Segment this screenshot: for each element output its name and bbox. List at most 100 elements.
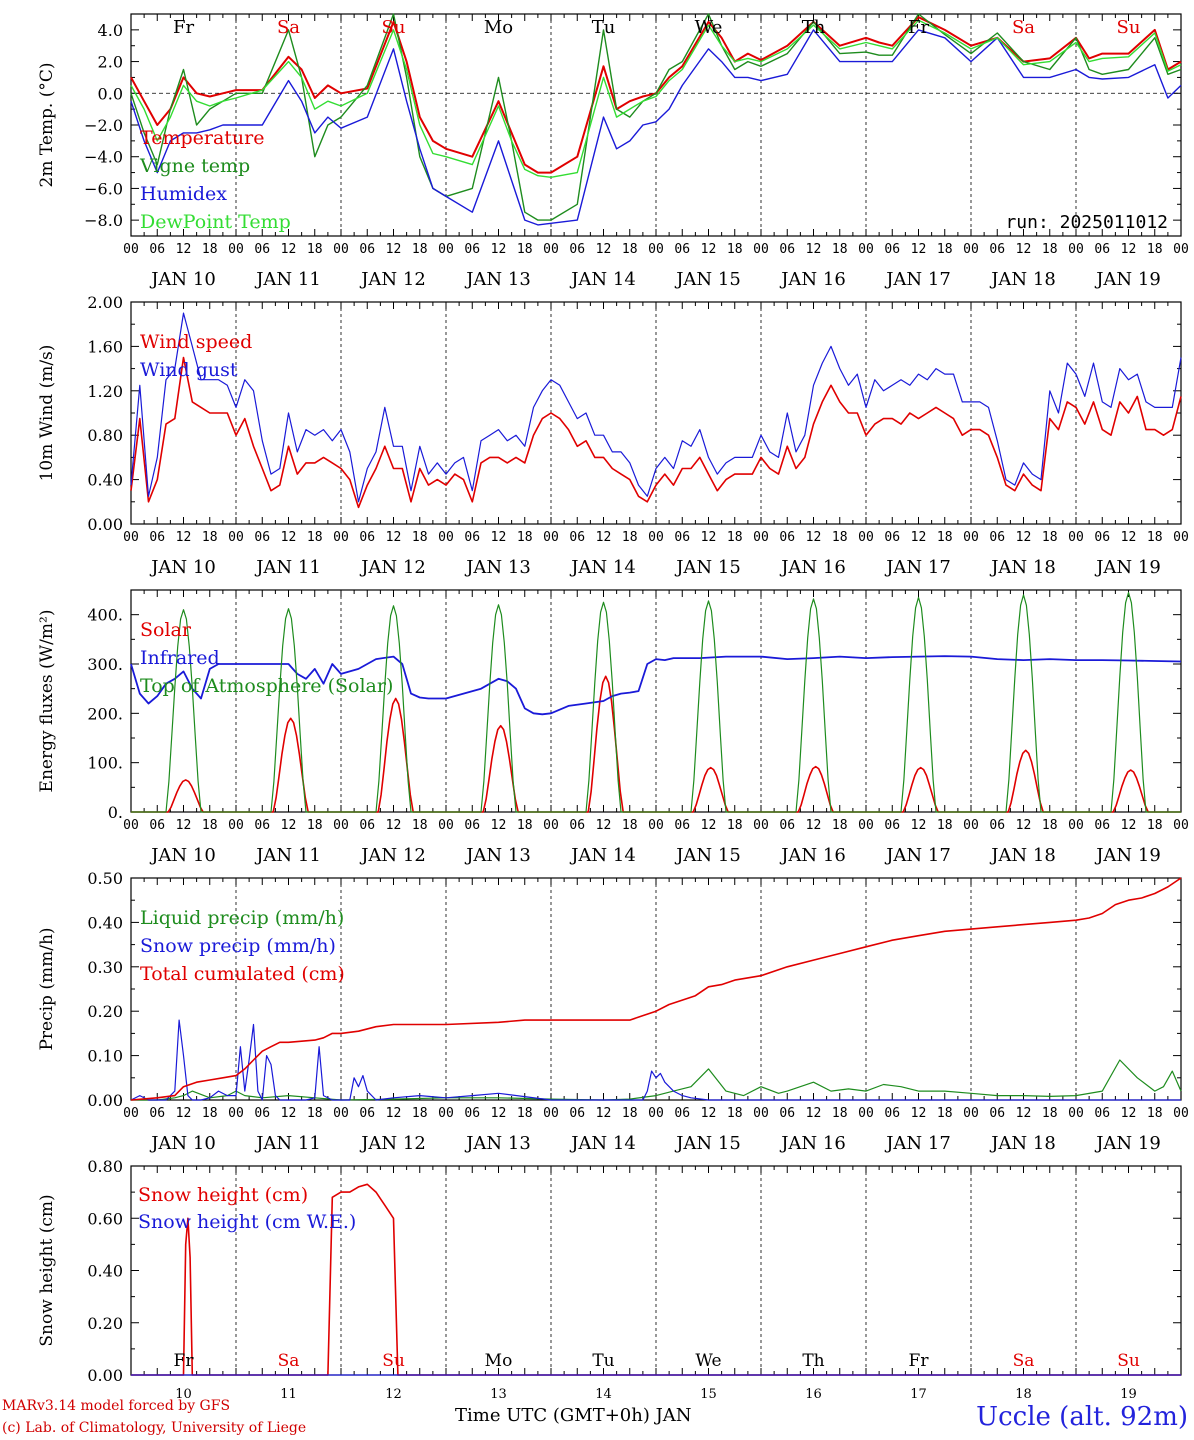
hour-tick-label: 12 xyxy=(701,818,717,833)
day-number-label: 10 xyxy=(175,1387,192,1402)
hour-tick-label: 18 xyxy=(1147,1106,1163,1121)
panel-wind: 0.00 0.40 0.80 1.20 1.60 2.00 10m Wind (m/s) Wi… xyxy=(37,293,1189,578)
hour-tick-label: 06 xyxy=(1094,818,1110,833)
y-axis-title: Snow height (cm) xyxy=(37,1194,57,1346)
hour-tick-label: 00 xyxy=(438,1106,454,1121)
y-tick-label: 0.20 xyxy=(87,1314,123,1333)
date-label: JAN 11 xyxy=(254,269,321,290)
y-tick-label: 0.60 xyxy=(87,1209,123,1228)
hour-tick-label: 06 xyxy=(149,1106,165,1121)
y-tick-label: 0.00 xyxy=(87,515,123,534)
y-tick-label: 100. xyxy=(87,754,123,773)
hour-tick-label: 12 xyxy=(491,1106,507,1121)
legend-label: DewPoint Temp xyxy=(140,211,291,233)
hour-tick-label: 00 xyxy=(753,242,769,257)
date-label: JAN 17 xyxy=(884,845,951,866)
hour-tick-label: 06 xyxy=(674,818,690,833)
weekday-label: Su xyxy=(382,17,406,38)
weekday-label: We xyxy=(695,17,723,38)
hour-tick-label: 06 xyxy=(254,1106,270,1121)
date-label: JAN 19 xyxy=(1094,557,1161,578)
hour-tick-label: 00 xyxy=(333,1106,349,1121)
hour-tick-label: 18 xyxy=(412,818,428,833)
hour-tick-label: 12 xyxy=(596,242,612,257)
y-tick-label: 0.30 xyxy=(87,958,123,977)
hour-tick-label: 06 xyxy=(779,818,795,833)
date-label: JAN 11 xyxy=(254,1133,321,1154)
hour-tick-label: 06 xyxy=(884,530,900,545)
legend-label: Total cumulated (cm) xyxy=(140,963,345,985)
hour-tick-label: 00 xyxy=(123,1106,139,1121)
y-tick-label: 1.20 xyxy=(87,382,123,401)
legend-label: Top of Atmosphere (Solar) xyxy=(140,675,393,697)
hour-tick-label: 12 xyxy=(1016,530,1032,545)
y-tick-label: 0.50 xyxy=(87,869,123,888)
hour-tick-label: 00 xyxy=(1068,1106,1084,1121)
hour-tick-label: 12 xyxy=(491,818,507,833)
hour-tick-label: 00 xyxy=(543,1106,559,1121)
hour-tick-label: 12 xyxy=(281,242,297,257)
hour-tick-label: 12 xyxy=(1121,1106,1137,1121)
date-label: JAN 13 xyxy=(464,557,531,578)
hour-tick-label: 12 xyxy=(281,1106,297,1121)
hour-tick-label: 18 xyxy=(1042,530,1058,545)
date-label: JAN 16 xyxy=(779,845,846,866)
x-axis-title: Time UTC (GMT+0h) JAN xyxy=(455,1405,692,1426)
series-line-wind-gust xyxy=(130,312,1182,503)
hour-tick-label: 18 xyxy=(937,530,953,545)
hour-tick-label: 06 xyxy=(674,242,690,257)
weekday-label: Su xyxy=(1117,17,1141,38)
hour-tick-label: 00 xyxy=(123,242,139,257)
hour-tick-label: 06 xyxy=(674,1106,690,1121)
hour-tick-label: 00 xyxy=(1173,530,1189,545)
hour-tick-label: 18 xyxy=(832,1106,848,1121)
hour-tick-label: 12 xyxy=(1016,1106,1032,1121)
snow-weekday-label: Tu xyxy=(592,1351,614,1371)
hour-tick-label: 18 xyxy=(307,242,323,257)
weekday-label: Fr xyxy=(173,17,194,38)
hour-tick-label: 18 xyxy=(622,242,638,257)
date-label: JAN 15 xyxy=(674,557,741,578)
hour-tick-label: 06 xyxy=(989,1106,1005,1121)
date-label: JAN 17 xyxy=(884,269,951,290)
hour-tick-label: 00 xyxy=(228,242,244,257)
hour-tick-label: 00 xyxy=(543,530,559,545)
hour-tick-label: 00 xyxy=(1068,242,1084,257)
hour-tick-label: 12 xyxy=(701,242,717,257)
y-axis-title: 2m Temp. (°C) xyxy=(37,62,57,187)
day-number-label: 17 xyxy=(910,1387,927,1402)
date-label: JAN 13 xyxy=(464,269,531,290)
day-number-label: 14 xyxy=(595,1387,612,1402)
hour-tick-label: 12 xyxy=(1121,530,1137,545)
hour-tick-label: 00 xyxy=(438,530,454,545)
hour-tick-label: 06 xyxy=(569,818,585,833)
hour-tick-label: 06 xyxy=(149,818,165,833)
date-label: JAN 15 xyxy=(674,1133,741,1154)
y-tick-label: 0.20 xyxy=(87,1002,123,1021)
date-label: JAN 16 xyxy=(779,1133,846,1154)
day-number-label: 11 xyxy=(280,1387,297,1402)
date-label: JAN 13 xyxy=(464,845,531,866)
date-label: JAN 14 xyxy=(569,1133,636,1154)
hour-tick-label: 00 xyxy=(648,242,664,257)
hour-tick-label: 06 xyxy=(884,818,900,833)
hour-tick-label: 12 xyxy=(491,242,507,257)
snow-weekday-label: Sa xyxy=(278,1351,300,1371)
hour-tick-label: 06 xyxy=(254,242,270,257)
snow-weekday-label: Su xyxy=(382,1351,405,1371)
hour-tick-label: 18 xyxy=(727,530,743,545)
hour-tick-label: 06 xyxy=(254,530,270,545)
hour-tick-label: 12 xyxy=(491,530,507,545)
hour-tick-label: 06 xyxy=(464,1106,480,1121)
hour-tick-label: 18 xyxy=(202,242,218,257)
date-label: JAN 19 xyxy=(1094,269,1161,290)
hour-tick-label: 18 xyxy=(832,242,848,257)
y-tick-label: 0.40 xyxy=(87,471,123,490)
y-tick-label: 4.0 xyxy=(98,21,123,40)
y-tick-label: −8.0 xyxy=(84,211,123,230)
date-label: JAN 19 xyxy=(1094,1133,1161,1154)
panel-snow: 0.00 0.20 0.40 0.60 0.80 Snow height (cm) Snow… xyxy=(37,1157,1182,1385)
weekday-label: Th xyxy=(802,17,826,38)
hour-tick-label: 06 xyxy=(1094,530,1110,545)
y-tick-label: 400. xyxy=(87,606,123,625)
